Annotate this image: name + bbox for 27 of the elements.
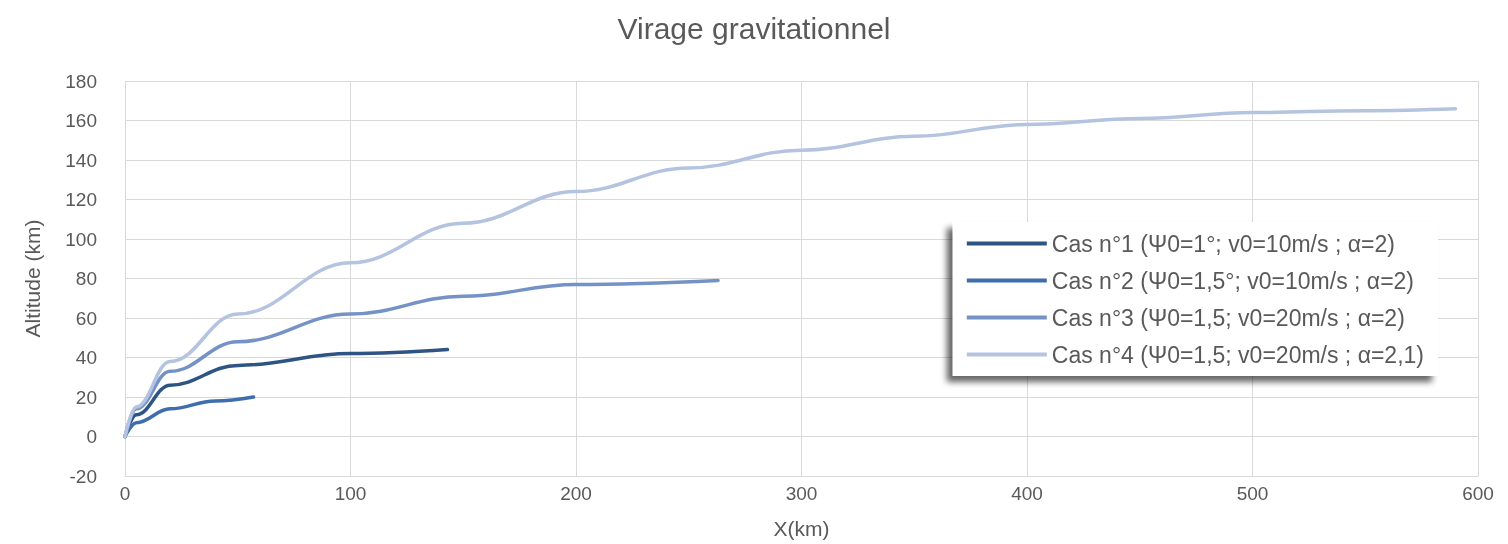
y-tick-label: 0 (86, 426, 97, 447)
chart-title: Virage gravitationnel (617, 11, 891, 45)
y-tick-label: 40 (75, 347, 97, 368)
x-tick-label: 500 (1236, 483, 1269, 504)
line-series (123, 278, 720, 439)
x-tick-label: 200 (560, 483, 592, 504)
y-tick-label: 160 (65, 110, 97, 131)
y-tick-label: 80 (75, 268, 97, 289)
y-tick-label: -20 (69, 465, 97, 487)
legend-label: Cas n°1 (Ψ0=1°; v0=10m/s ; α=2) (1051, 230, 1395, 257)
x-tick-label: 0 (119, 483, 131, 504)
x-tick-label: 100 (334, 483, 367, 504)
y-tick-label: 20 (75, 386, 97, 408)
x-tick-label: 600 (1462, 483, 1494, 504)
x-axis-title: X(km) (773, 517, 830, 540)
y-tick-label: 120 (65, 189, 97, 210)
legend-label: Cas n°3 (Ψ0=1,5; v0=20m/s ; α=2) (1051, 304, 1405, 331)
y-axis-title: Altitude (km) (21, 219, 44, 338)
y-tick-label: 180 (65, 70, 97, 92)
y-tick-label: 100 (65, 228, 97, 250)
legend-label: Cas n°2 (Ψ0=1,5°; v0=10m/s ; α=2) (1051, 267, 1415, 294)
x-tick-label: 300 (785, 483, 818, 504)
y-tick-label: 60 (75, 307, 97, 329)
x-tick-label: 400 (1011, 483, 1043, 504)
y-tick-label: 140 (65, 149, 97, 171)
line-series (123, 106, 1458, 439)
legend-label: Cas n°4 (Ψ0=1,5; v0=20m/s ; α=2,1) (1051, 341, 1424, 368)
